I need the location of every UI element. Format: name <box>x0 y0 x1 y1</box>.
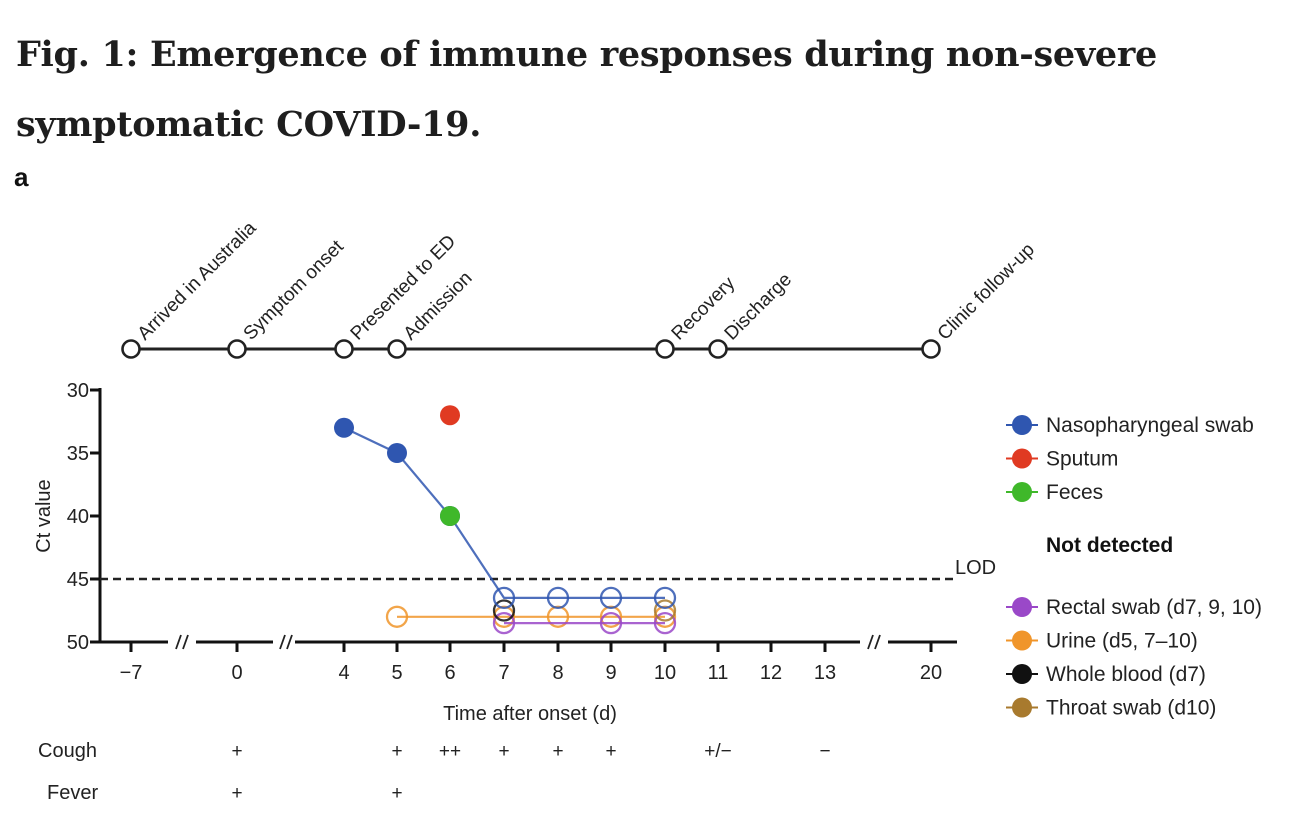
timeline-event-label: Arrived in Australia <box>134 217 261 344</box>
legend-label: Throat swab (d10) <box>1046 697 1216 720</box>
x-tick-label: 7 <box>498 662 509 684</box>
legend-marker <box>1012 630 1032 651</box>
symptom-label: Cough <box>38 740 97 762</box>
x-tick-label: 8 <box>552 662 563 684</box>
data-point-open <box>546 586 570 610</box>
timeline-event-marker <box>708 339 728 359</box>
data-point <box>440 405 460 426</box>
symptom-label: Fever <box>47 782 98 804</box>
data-point-open <box>492 586 516 610</box>
x-tick-label: −7 <box>120 662 143 684</box>
x-tick-label: 10 <box>654 662 676 684</box>
axis-break-mark <box>286 634 293 650</box>
symptom-mark: + <box>498 741 509 762</box>
symptom-mark: + <box>231 741 242 762</box>
symptom-mark: +/− <box>704 741 731 762</box>
data-point-open <box>385 605 409 628</box>
y-tick-label: 50 <box>67 632 89 654</box>
x-tick-label: 6 <box>444 662 455 684</box>
x-tick-label: 11 <box>708 662 729 684</box>
timeline-event-marker <box>921 339 941 359</box>
legend-marker <box>1012 664 1032 684</box>
symptom-mark: + <box>231 783 242 804</box>
axis-break-mark <box>867 634 874 650</box>
plot-area <box>334 405 677 635</box>
symptom-table: Cough + + ++ + + + +/− −Fever + + <box>38 740 831 804</box>
symptom-mark: + <box>391 741 402 762</box>
x-tick-label: 4 <box>338 662 349 684</box>
legend-label: Nasopharyngeal swab <box>1046 414 1254 437</box>
legend-marker <box>1012 448 1032 469</box>
legend-marker <box>1012 697 1032 718</box>
symptom-mark: + <box>552 741 563 762</box>
x-tick-label: 13 <box>814 662 836 684</box>
symptom-mark: ++ <box>439 741 461 762</box>
x-tick-label: 20 <box>920 662 942 684</box>
x-tick-label: 0 <box>231 662 242 684</box>
legend-label: Feces <box>1046 481 1103 504</box>
data-point-open <box>492 599 516 622</box>
legend-label: Sputum <box>1046 448 1118 471</box>
axis-break-mark <box>175 634 182 650</box>
timeline-event-marker <box>227 339 247 359</box>
x-tick-label: 9 <box>605 662 616 684</box>
data-point <box>387 443 407 463</box>
timeline-event-marker <box>387 339 407 359</box>
timeline-event-marker <box>655 339 675 359</box>
symptom-mark: − <box>819 741 830 762</box>
data-point-open <box>653 599 677 622</box>
timeline-event-label: Discharge <box>721 269 796 344</box>
data-point <box>440 506 460 526</box>
symptom-mark: + <box>391 783 402 804</box>
x-tick-label: 12 <box>760 662 782 684</box>
symptom-mark: + <box>605 741 616 762</box>
data-point-open <box>599 586 623 610</box>
timeline-event-marker <box>334 339 354 359</box>
x-axis-label: Time after onset (d) <box>443 703 617 725</box>
figure-title: Fig. 1: Emergence of immune responses du… <box>16 34 1157 145</box>
timeline-event-marker <box>121 339 141 359</box>
y-tick-label: 45 <box>67 569 89 591</box>
lod-label: LOD <box>955 557 996 579</box>
axis-break-mark <box>182 634 189 650</box>
legend-marker <box>1012 482 1032 502</box>
legend-label: Urine (d5, 7–10) <box>1046 630 1198 653</box>
legend-marker <box>1012 597 1032 617</box>
data-point <box>334 417 354 438</box>
data-point-open <box>599 611 623 635</box>
y-tick-label: 40 <box>67 506 89 528</box>
timeline-event-label: Clinic follow-up <box>934 239 1039 344</box>
axis-break-mark <box>874 634 881 650</box>
data-point-open <box>653 586 677 610</box>
legend-label: Whole blood (d7) <box>1046 663 1206 686</box>
y-tick-label: 35 <box>67 443 89 465</box>
legend-header-not-detected: Not detected <box>1046 534 1173 557</box>
timeline-event-label: Symptom onset <box>240 236 349 345</box>
x-tick-label: 5 <box>391 662 402 684</box>
data-point-open <box>492 611 516 635</box>
y-axis-label: Ct value <box>33 479 55 552</box>
data-point-open <box>653 611 677 635</box>
legend: Nasopharyngeal swab Sputum Feces Not detect… <box>1006 414 1262 720</box>
axis-break-mark <box>279 634 286 650</box>
y-tick-label: 30 <box>67 380 89 402</box>
legend-label: Rectal swab (d7, 9, 10) <box>1046 596 1262 619</box>
panel-label: a <box>14 162 29 192</box>
legend-marker <box>1012 415 1032 435</box>
